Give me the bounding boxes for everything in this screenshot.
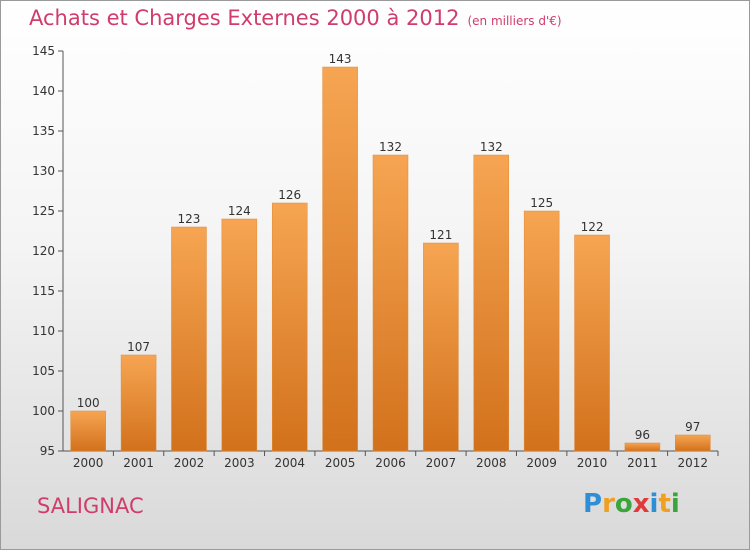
y-tick-label: 105 [32,364,55,378]
data-label-2002: 123 [178,212,201,226]
bar-2001 [120,354,157,452]
data-label-2012: 97 [685,420,700,434]
data-label-2008: 132 [480,140,503,154]
logo-letter-o: o [614,489,633,519]
proxiti-logo[interactable]: Proxiti [583,489,680,519]
x-tick-label: 2002 [174,456,205,470]
bar-2002 [171,226,207,452]
data-label-2011: 96 [635,428,650,442]
logo-letter-p: P [583,489,603,519]
bar-2005 [322,66,358,452]
chart-axes: 95 100 105 110 115 120 125 130 135 140 145 2000 2001… [32,44,719,470]
x-tick-label: 2000 [73,456,104,470]
bar-2004 [271,202,308,452]
data-label-2006: 132 [379,140,402,154]
chart-title: Achats et Charges Externes 2000 à 2012 (e… [29,6,562,30]
data-label-2000: 100 [77,396,100,410]
data-label-2007: 121 [429,228,452,242]
y-tick-label: 100 [32,404,55,418]
logo-letter-i1: i [649,489,659,519]
y-tick-label: 120 [32,244,55,258]
bar-2012 [675,434,711,452]
data-label-2003: 124 [228,204,251,218]
bar-2006 [372,154,409,452]
y-tick-label: 130 [32,164,55,178]
bar-2011 [624,442,661,452]
data-labels: 100 107 123 124 126 143 132 121 132 125 122 96 97 [77,52,701,442]
x-tick-label: 2010 [577,456,608,470]
bar-2008 [473,154,510,452]
x-tick-label: 2009 [526,456,557,470]
x-tick-label: 2007 [426,456,457,470]
data-label-2010: 122 [581,220,604,234]
bar-2009 [523,210,560,452]
data-label-2009: 125 [530,196,553,210]
y-tick-label: 110 [32,324,55,338]
x-tick-label: 2001 [123,456,154,470]
y-tick-label: 95 [40,444,55,458]
chart-title-text: Achats et Charges Externes 2000 à 2012 [29,6,460,30]
y-tick-label: 145 [32,44,55,58]
x-tick-label: 2004 [274,456,305,470]
logo-letter-t: t [658,489,671,519]
y-tick-label: 125 [32,204,55,218]
chart-unit: (en milliers d'€) [467,14,562,28]
x-tick-label: 2011 [627,456,658,470]
y-tick-label: 140 [32,84,55,98]
x-tick-label: 2008 [476,456,507,470]
commune-name: SALIGNAC [37,494,144,518]
data-label-2004: 126 [278,188,301,202]
y-tick-label: 135 [32,124,55,138]
logo-letter-x: x [632,489,650,519]
x-tick-label: 2006 [375,456,406,470]
bar-series [70,66,711,452]
bar-2010 [574,234,610,452]
data-label-2005: 143 [329,52,352,66]
x-tick-label: 2003 [224,456,255,470]
data-label-2001: 107 [127,340,150,354]
logo-letter-r: r [602,489,615,519]
x-tick-label: 2005 [325,456,356,470]
bar-2007 [423,242,459,452]
bar-2000 [70,410,106,452]
logo-letter-i2: i [670,489,680,519]
y-tick-label: 115 [32,284,55,298]
x-tick-label: 2012 [678,456,709,470]
bar-2003 [221,218,258,452]
